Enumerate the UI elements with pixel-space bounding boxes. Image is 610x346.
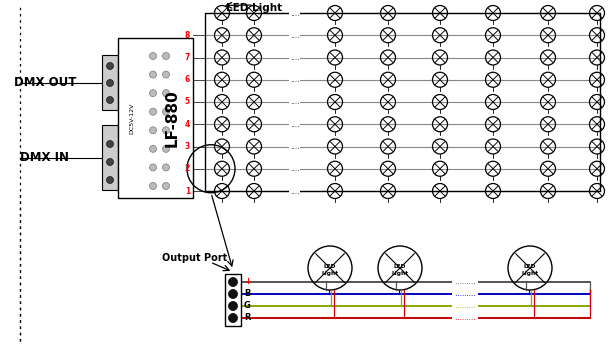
Text: Light: Light	[522, 271, 539, 275]
Bar	[102, 55, 118, 110]
Circle shape	[162, 90, 170, 97]
Bar	[205, 13, 600, 191]
Text: 1: 1	[185, 186, 190, 195]
Text: 3: 3	[185, 142, 190, 151]
Circle shape	[229, 313, 237, 322]
Text: DMX OUT: DMX OUT	[14, 76, 76, 89]
Circle shape	[162, 164, 170, 171]
Circle shape	[149, 182, 157, 190]
Text: ....: ....	[290, 98, 300, 107]
Text: DC5V-12V: DC5V-12V	[129, 102, 134, 134]
Circle shape	[229, 277, 237, 286]
Text: 2: 2	[185, 164, 190, 173]
Circle shape	[107, 80, 113, 86]
Circle shape	[162, 108, 170, 115]
Circle shape	[162, 145, 170, 152]
Circle shape	[149, 71, 157, 78]
Text: +: +	[244, 277, 251, 286]
Circle shape	[162, 71, 170, 78]
Text: R: R	[244, 313, 251, 322]
Text: 7: 7	[185, 53, 190, 62]
Circle shape	[149, 53, 157, 60]
Text: 6: 6	[185, 75, 190, 84]
Circle shape	[229, 301, 237, 310]
Circle shape	[149, 145, 157, 152]
Circle shape	[107, 140, 113, 147]
Text: ....: ....	[290, 9, 300, 18]
Text: Light: Light	[321, 271, 339, 275]
Text: B: B	[244, 290, 250, 299]
Circle shape	[149, 90, 157, 97]
Text: .........: .........	[453, 279, 478, 285]
Text: .........: .........	[453, 303, 478, 309]
Text: .........: .........	[453, 315, 478, 321]
Text: LED: LED	[324, 264, 336, 268]
Bar	[102, 125, 118, 190]
Text: ....: ....	[290, 53, 300, 62]
Text: Light: Light	[392, 271, 409, 275]
Circle shape	[162, 53, 170, 60]
Text: DMX IN: DMX IN	[21, 151, 70, 164]
Circle shape	[107, 158, 113, 165]
Text: 8: 8	[185, 31, 190, 40]
Circle shape	[149, 108, 157, 115]
Circle shape	[149, 164, 157, 171]
Text: ....: ....	[290, 186, 300, 195]
Circle shape	[149, 127, 157, 134]
Text: G: G	[244, 301, 251, 310]
Bar	[118, 38, 193, 198]
Text: ....: ....	[290, 142, 300, 151]
Circle shape	[162, 182, 170, 190]
Text: ....: ....	[290, 75, 300, 84]
Text: 5: 5	[185, 98, 190, 107]
Text: 4: 4	[185, 120, 190, 129]
Circle shape	[229, 290, 237, 299]
Circle shape	[162, 127, 170, 134]
Text: LF-880: LF-880	[165, 89, 179, 147]
Text: .........: .........	[453, 291, 478, 297]
Text: LED: LED	[394, 264, 406, 268]
Circle shape	[107, 97, 113, 103]
Text: Output Port: Output Port	[162, 253, 228, 263]
Circle shape	[107, 63, 113, 70]
Text: LED: LED	[524, 264, 536, 268]
Text: ....: ....	[290, 120, 300, 129]
Text: ....: ....	[290, 31, 300, 40]
Bar	[225, 274, 241, 326]
Text: ....: ....	[290, 164, 300, 173]
Circle shape	[107, 176, 113, 183]
Text: LED Light: LED Light	[226, 3, 282, 13]
